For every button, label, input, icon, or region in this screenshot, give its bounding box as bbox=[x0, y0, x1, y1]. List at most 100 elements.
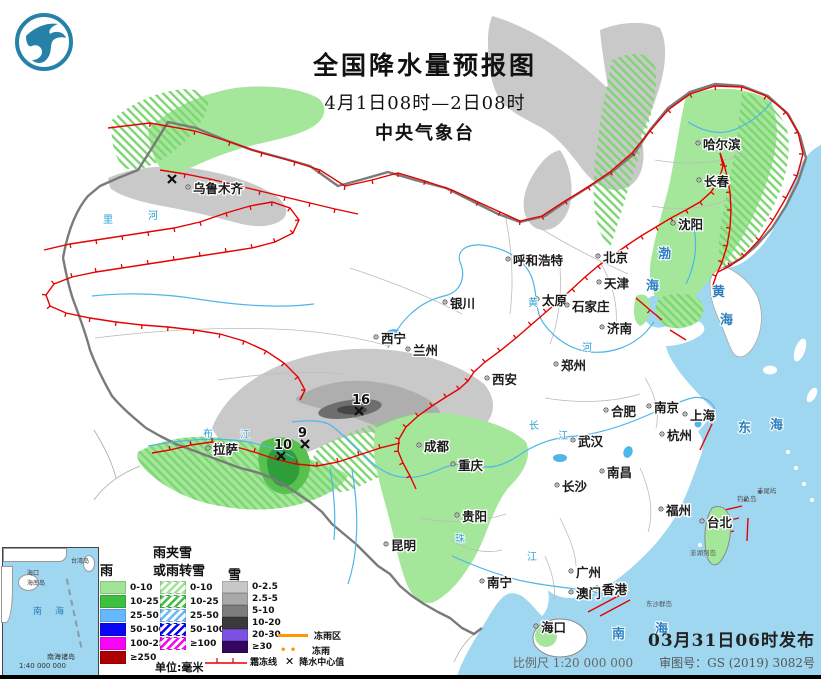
legend-rain-title: 雨 bbox=[100, 564, 114, 579]
japan-island-2 bbox=[806, 387, 818, 403]
precip-center-label: 降水中心值 bbox=[299, 658, 345, 668]
city-dot-core bbox=[597, 255, 599, 257]
city-dot-core bbox=[661, 433, 663, 435]
legend-freezing-area-row: 冻雨区 bbox=[278, 629, 341, 642]
sleet-range-label: 10-25 bbox=[190, 596, 219, 607]
city-label: 长春 bbox=[704, 174, 730, 189]
city-marker: 石家庄 bbox=[564, 298, 611, 315]
rain-region-hainan bbox=[535, 625, 557, 647]
river-label: 长 bbox=[529, 420, 539, 432]
snow-swatch bbox=[222, 581, 248, 593]
city-dot-core bbox=[555, 363, 557, 365]
approval-number: 审图号：GS (2019) 3082号 bbox=[659, 656, 815, 670]
city-marker: 沈阳 bbox=[670, 216, 704, 233]
city-marker: 天津 bbox=[596, 275, 631, 292]
city-marker: 合肥 bbox=[603, 403, 638, 420]
river-label: 江 bbox=[240, 429, 250, 441]
city-marker: 香港 bbox=[594, 581, 629, 598]
frost-line-sample bbox=[205, 657, 247, 664]
sleet-swatch bbox=[160, 581, 186, 594]
city-dot-core bbox=[456, 514, 458, 516]
city-dot-core bbox=[452, 463, 454, 465]
city-label: 香港 bbox=[601, 582, 628, 597]
snow-range-label: ≥30 bbox=[252, 642, 273, 652]
inset-label: 台湾岛 bbox=[71, 558, 90, 565]
sleet-region-shandong bbox=[655, 293, 704, 329]
city-marker: 银川 bbox=[442, 295, 476, 312]
inset-label: 南海诸岛 bbox=[47, 653, 75, 661]
city-label: 呼和浩特 bbox=[513, 253, 564, 268]
city-marker: 上海 bbox=[682, 407, 717, 424]
precip-center-x-sample: ✕ bbox=[285, 655, 295, 668]
city-dot-core bbox=[375, 336, 377, 338]
inset-hainan bbox=[18, 574, 39, 591]
x-mark bbox=[300, 439, 310, 449]
city-marker: 南宁 bbox=[479, 574, 513, 591]
city-marker: 澳门 bbox=[568, 585, 602, 602]
city-dot-core bbox=[536, 298, 538, 300]
sleet-swatch bbox=[160, 637, 186, 650]
snow-range-label: 20-30 bbox=[252, 630, 281, 640]
map-scale: 比例尺 1:20 000 000 bbox=[512, 656, 634, 670]
freezing-rain-area-line bbox=[278, 634, 308, 637]
city-marker: 呼和浩特 bbox=[505, 252, 565, 269]
city-label: 太原 bbox=[542, 293, 568, 308]
snow-range-label: 2.5-5 bbox=[252, 594, 278, 604]
city-label: 哈尔滨 bbox=[703, 137, 741, 152]
city-marker: 武汉 bbox=[570, 433, 605, 450]
city-label: 杭州 bbox=[667, 428, 692, 443]
inset-dash-line bbox=[65, 578, 84, 648]
city-label: 昆明 bbox=[391, 538, 416, 553]
city-label: 济南 bbox=[607, 321, 633, 336]
legend-rain-row: 100-250 bbox=[100, 637, 171, 650]
city-label: 银川 bbox=[450, 296, 475, 311]
rain-swatch bbox=[100, 581, 126, 594]
x-mark bbox=[167, 174, 177, 184]
map-valid-period: 4月1日08时—2日08时 bbox=[324, 93, 526, 114]
city-marker: 哈尔滨 bbox=[695, 136, 742, 153]
legend-frost-row: 霜冻线 ✕ 降水中心值 bbox=[205, 655, 344, 668]
legend-sleet-row: 25-50 bbox=[160, 609, 219, 622]
city-marker: 郑州 bbox=[553, 357, 587, 374]
legend-snow-row: 5-10 bbox=[222, 605, 275, 617]
sleet-range-label: 25-50 bbox=[190, 610, 219, 621]
rain-range-label: 10-25 bbox=[130, 596, 159, 607]
frost-lines bbox=[41, 85, 804, 617]
city-dot-core bbox=[566, 304, 568, 306]
city-dot-core bbox=[701, 520, 703, 522]
city-label: 西安 bbox=[492, 372, 517, 387]
inset-label: 海 bbox=[55, 607, 65, 617]
island-label: 东沙群岛 bbox=[646, 599, 672, 608]
city-marker: 济南 bbox=[599, 320, 634, 337]
city-dot-core bbox=[596, 587, 598, 589]
city-dot-core bbox=[601, 326, 603, 328]
city-marker: 昆明 bbox=[383, 537, 417, 554]
city-dot-core bbox=[418, 444, 420, 446]
city-marker: 南昌 bbox=[599, 464, 633, 481]
inset-label: 南 bbox=[33, 607, 43, 617]
city-dot-core bbox=[697, 142, 699, 144]
city-marker: 南京 bbox=[646, 399, 681, 416]
sea-label: 渤 bbox=[658, 246, 671, 262]
map-title: 全国降水量预报图 bbox=[312, 51, 537, 80]
city-dot-core bbox=[444, 301, 446, 303]
agency-name: 中央气象台 bbox=[375, 123, 475, 144]
rain-range-label: 50-100 bbox=[130, 624, 166, 635]
city-dot-core bbox=[570, 570, 572, 572]
sleet-swatch bbox=[160, 595, 186, 608]
city-dot-core bbox=[507, 258, 509, 260]
city-label: 南京 bbox=[654, 400, 680, 415]
island-label: 赤尾屿 bbox=[757, 486, 777, 495]
freezing-area-label: 冻雨区 bbox=[314, 632, 342, 642]
precip-center-marker bbox=[167, 174, 177, 184]
inset-taiwan bbox=[83, 555, 95, 572]
rain-range-label: 0-10 bbox=[130, 582, 153, 593]
city-label: 沈阳 bbox=[678, 217, 703, 232]
city-marker: 兰州 bbox=[405, 342, 439, 359]
city-dot-core bbox=[605, 409, 607, 411]
river-label: 珠 bbox=[455, 532, 465, 545]
city-dot-core bbox=[486, 377, 488, 379]
city-marker: 拉萨 bbox=[205, 441, 240, 458]
x-mark bbox=[354, 406, 364, 416]
